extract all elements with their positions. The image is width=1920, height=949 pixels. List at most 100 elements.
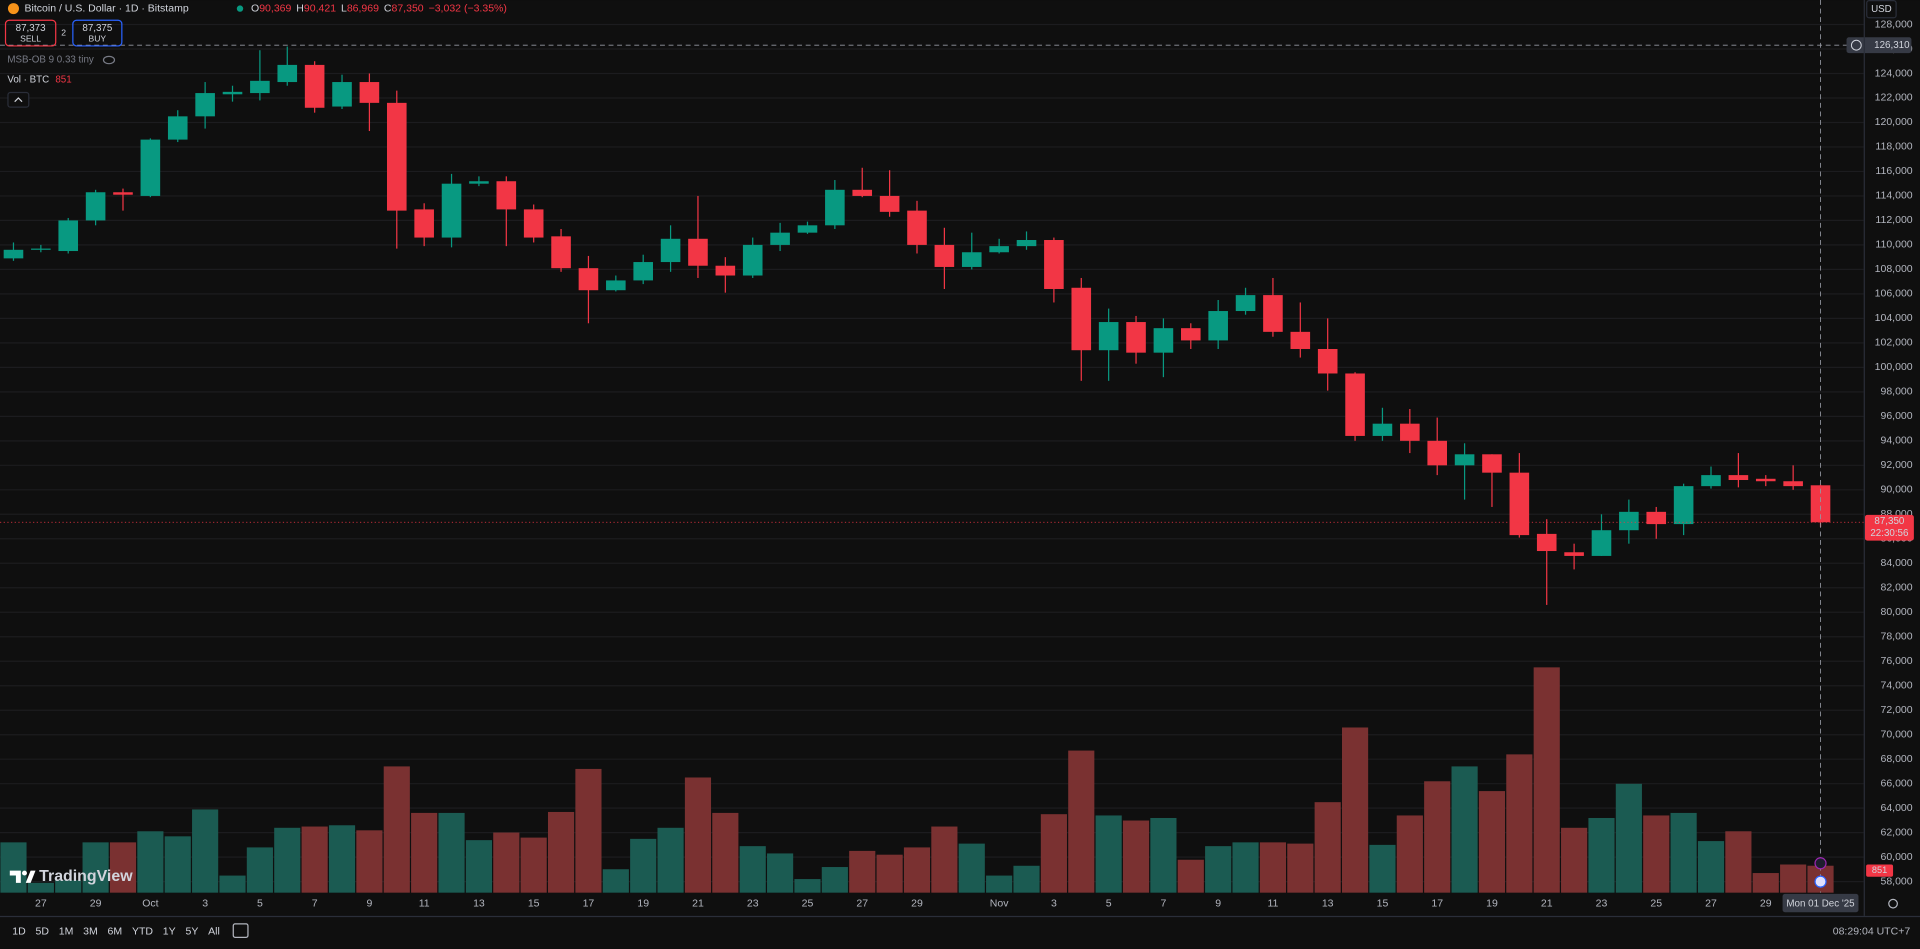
- timeframe-button[interactable]: 1D: [12, 926, 26, 938]
- price-pane: [3, 46, 1831, 605]
- candle-body: [606, 280, 626, 291]
- candle-body: [1153, 328, 1174, 353]
- candle-body: [1372, 423, 1393, 436]
- candle-body: [1454, 454, 1475, 466]
- x-tick-label: 29: [911, 897, 923, 909]
- y-tick-label: 124,000: [1875, 67, 1913, 79]
- y-tick-label: 94,000: [1880, 435, 1912, 447]
- volume-bar: [1424, 781, 1451, 893]
- x-tick-label: 13: [473, 897, 485, 909]
- candle-body: [250, 80, 270, 94]
- visibility-icon[interactable]: [102, 55, 116, 65]
- y-tick-label: 128,000: [1875, 18, 1913, 30]
- candle-body: [414, 209, 434, 238]
- candle-body: [989, 246, 1009, 253]
- timeframe-button[interactable]: All: [208, 926, 220, 938]
- candle-body: [386, 102, 407, 211]
- volume-bar: [739, 846, 766, 893]
- candle-body: [879, 195, 900, 212]
- volume-bar: [192, 809, 219, 893]
- volume-bar: [1232, 842, 1259, 893]
- x-tick-label: 25: [802, 897, 814, 909]
- y-tick-label: 80,000: [1880, 606, 1912, 618]
- candle-body: [1619, 511, 1639, 531]
- volume-legend[interactable]: Vol · BTC 851: [7, 74, 71, 85]
- volume-bar: [575, 768, 602, 893]
- volume-bar: [1451, 766, 1478, 893]
- last-price-badge: [1864, 514, 1914, 541]
- x-tick-label: 25: [1650, 897, 1662, 909]
- currency-button[interactable]: [1866, 0, 1897, 19]
- symbol-title[interactable]: Bitcoin / U.S. Dollar · 1D · Bitstamp: [24, 2, 188, 14]
- candle-body: [1591, 530, 1612, 556]
- study-legend[interactable]: MSB-OB 9 0.33 tiny: [7, 55, 94, 66]
- x-tick-label: 3: [1051, 897, 1057, 909]
- collapse-button[interactable]: [7, 91, 30, 108]
- volume-bar: [1150, 817, 1177, 893]
- volume-bar: [1396, 815, 1423, 893]
- ohlc-key: H: [296, 2, 304, 14]
- volume-bar: [1259, 842, 1287, 893]
- ohlc: O90,369 H90,421 L86,969 C87,350 −3,032 (−3.3…: [251, 2, 507, 14]
- y-tick-label: 104,000: [1875, 312, 1913, 324]
- volume-bar: [1341, 727, 1369, 893]
- volume-bar: [274, 827, 301, 893]
- candle-body: [1126, 322, 1146, 353]
- clock[interactable]: 08:29:04 UTC+7: [1833, 926, 1911, 938]
- timeframe-button[interactable]: 6M: [108, 926, 123, 938]
- market-status: [236, 5, 244, 12]
- x-tick-label: 23: [1596, 897, 1608, 909]
- y-tick-label: 100,000: [1875, 361, 1913, 373]
- x-tick-label: 17: [583, 897, 595, 909]
- add-alert-icon[interactable]: [1850, 39, 1862, 51]
- buy-button[interactable]: [72, 19, 123, 47]
- volume-bar: [958, 843, 985, 893]
- symbol-icon: [7, 3, 19, 15]
- volume-bar: [1478, 791, 1506, 893]
- volume-bar: [876, 854, 903, 893]
- volume-bar: [1177, 859, 1204, 893]
- date-range-icon[interactable]: [232, 923, 249, 938]
- volume-bar: [931, 826, 958, 893]
- last-price-label: 87,350: [1874, 516, 1904, 527]
- volume-bar: [383, 766, 410, 893]
- volume-bar: [903, 847, 931, 893]
- settings-icon[interactable]: [1888, 898, 1898, 909]
- candle-body: [907, 210, 927, 245]
- spread: 2: [61, 27, 66, 37]
- candle-body: [332, 82, 352, 107]
- y-tick-label: 118,000: [1875, 141, 1912, 153]
- timeframe-button[interactable]: YTD: [132, 926, 153, 938]
- y-tick-label: 102,000: [1875, 337, 1913, 349]
- candle-body: [1646, 511, 1667, 525]
- x-tick-label: 21: [692, 897, 704, 909]
- candle-body: [1482, 454, 1502, 473]
- timeframe-button[interactable]: 5Y: [185, 926, 198, 938]
- volume-badge: [1866, 864, 1894, 877]
- y-tick-label: 98,000: [1880, 386, 1912, 398]
- y-tick-label: 106,000: [1875, 288, 1913, 300]
- y-tick-label: 78,000: [1880, 631, 1912, 643]
- x-tick-label: 27: [35, 897, 47, 909]
- candle-body: [523, 209, 544, 238]
- timeframe-button[interactable]: 1M: [59, 926, 74, 938]
- candle-body: [58, 220, 79, 252]
- timeframe-button[interactable]: 3M: [83, 926, 98, 938]
- candle-body: [1701, 475, 1721, 487]
- x-tick-label: 7: [312, 897, 318, 909]
- x-tick-label: 9: [1215, 897, 1221, 909]
- x-tick-label: 19: [1486, 897, 1498, 909]
- volume-bar: [465, 840, 492, 893]
- y-tick-label: 64,000: [1880, 802, 1912, 814]
- timeframe-button[interactable]: 5D: [35, 926, 49, 938]
- volume-bar: [1287, 843, 1314, 893]
- candle-body: [961, 252, 982, 267]
- buy-label: BUY: [89, 33, 107, 43]
- x-tick-label: 15: [528, 897, 540, 909]
- candle-body: [1071, 287, 1092, 351]
- timeframe-button[interactable]: 1Y: [163, 926, 176, 938]
- sell-label: SELL: [20, 33, 41, 43]
- sell-button[interactable]: [4, 19, 57, 47]
- brand-name: TradingView: [39, 868, 133, 885]
